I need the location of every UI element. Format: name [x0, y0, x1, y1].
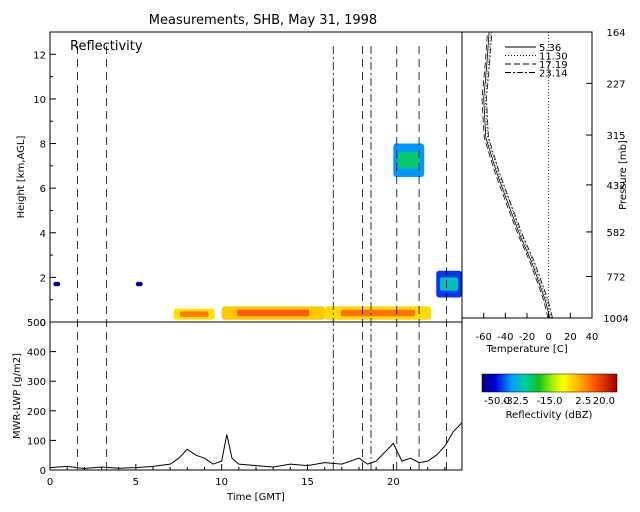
temperature-tick-label: 20: [564, 332, 577, 343]
colorbar-tick-label: 2.5: [575, 396, 591, 407]
temperature-panel-frame: [461, 31, 593, 319]
lwp-panel-frame: [49, 321, 463, 471]
temperature-tick-label: -40: [497, 332, 513, 343]
colorbar-tick-label: 20.0: [593, 396, 615, 407]
legend-entry: 5.36: [539, 43, 561, 54]
time-tick-label: 10: [215, 477, 228, 488]
legend-entry: 23.14: [539, 69, 568, 80]
time-tick-label: 0: [47, 477, 53, 488]
temperature-profile-line: [485, 31, 553, 319]
echo-core: [440, 277, 459, 291]
colorbar-tick-label: -15.0: [537, 396, 563, 407]
time-axis-label: Time [GMT]: [226, 492, 285, 503]
height-tick-label: 8: [40, 140, 46, 151]
lwp-tick-label: 0: [40, 466, 46, 477]
echo-core: [237, 309, 310, 317]
temperature-tick-label: 40: [586, 332, 599, 343]
pressure-tick-label: 772: [606, 273, 625, 284]
time-tick-label: 5: [133, 477, 139, 488]
legend-entry: 17.19: [539, 60, 568, 71]
temperature-tick-label: -60: [475, 332, 491, 343]
temperature-profile-line: [484, 31, 552, 319]
temperature-tick-label: 0: [545, 332, 551, 343]
pressure-tick-label: 164: [606, 28, 625, 39]
pressure-tick-label: 582: [606, 228, 625, 239]
lwp-series-line: [49, 422, 463, 470]
reflectivity-colorbar: Reflectivity (dBZ) -50.0-32.5 -15.0 2.5 20.…: [481, 373, 618, 421]
temperature-profile-line: [481, 31, 549, 319]
pressure-tick-label: 227: [606, 79, 625, 90]
lwp-tick-label: 300: [27, 377, 46, 388]
time-tick-label: 20: [387, 477, 400, 488]
height-tick-label: 6: [40, 184, 46, 195]
lwp-tick-label: 100: [27, 436, 46, 447]
legend-entry: 11.30: [539, 52, 568, 63]
echo-core: [136, 282, 142, 286]
temperature-profile-line: [483, 31, 551, 319]
lwp-tick-label: 200: [27, 407, 46, 418]
pressure-axis-label: Pressure [mb]: [618, 140, 629, 210]
colorbar-tick-label: -50.0: [484, 396, 510, 407]
height-tick-label: 0: [40, 318, 46, 329]
echo-core: [54, 282, 60, 286]
colorbar-title: Reflectivity (dBZ): [506, 410, 593, 421]
height-axis-label: Height [km,AGL]: [16, 136, 27, 219]
temperature-axis-label: Temperature [C]: [485, 344, 567, 355]
lwp-tick-label: 400: [27, 348, 46, 359]
height-tick-label: 10: [33, 95, 46, 106]
colorbar-tick-label: -32.5: [503, 396, 529, 407]
pressure-tick-label: 315: [606, 131, 625, 142]
colorbar-gradient: [481, 373, 618, 393]
height-tick-label: 2: [40, 273, 46, 284]
lwp-axis-label: MWR-LWP [g/m2]: [12, 353, 23, 439]
echo-core: [340, 309, 416, 317]
time-tick-label: 15: [301, 477, 314, 488]
lwp-panel: MWR-LWP [g/m2] Time [GMT] 01002003004005…: [12, 318, 463, 503]
height-tick-label: 4: [40, 229, 46, 240]
temperature-tick-label: -20: [519, 332, 535, 343]
height-tick-label: 12: [33, 50, 46, 61]
echo-core: [397, 151, 420, 169]
echo-core: [179, 311, 209, 317]
lwp-tick-label: 500: [27, 318, 46, 329]
chart-title: Measurements, SHB, May 31, 1998: [149, 13, 377, 28]
temperature-panel: Temperature [C] Pressure [mb] 164 227 315 4…: [461, 28, 629, 355]
pressure-tick-label: 432: [606, 181, 625, 192]
pressure-tick-label: 1004: [603, 314, 628, 325]
